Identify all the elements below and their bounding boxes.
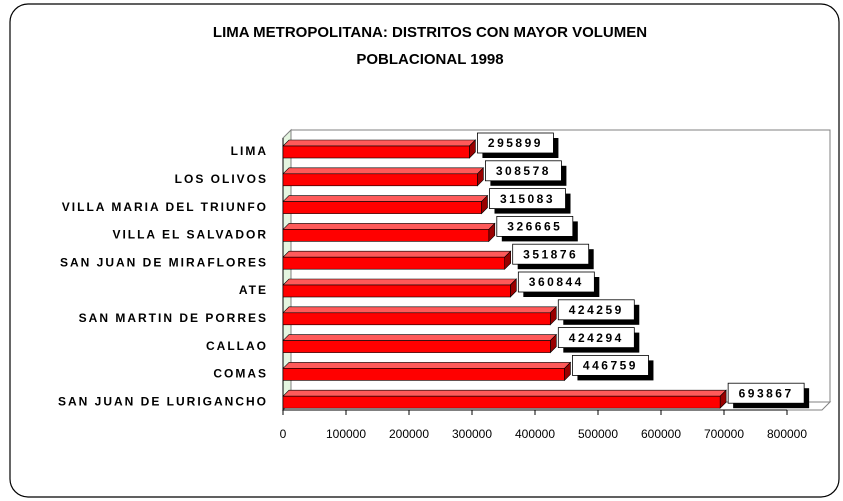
category-label: LIMA: [231, 144, 268, 158]
data-label: 351876: [523, 247, 578, 261]
x-tick-label: 800000: [767, 427, 807, 441]
x-tick-label: 400000: [515, 427, 555, 441]
data-label: 446759: [583, 359, 638, 373]
x-tick-label: 500000: [578, 427, 618, 441]
data-label-box: [557, 299, 635, 321]
data-label: 308578: [496, 164, 551, 178]
category-label: SAN JUAN DE LURIGANCHO: [58, 394, 268, 408]
bar: [282, 389, 727, 409]
category-label: VILLA MARIA DEL TRIUNFO: [62, 200, 268, 214]
data-label-box: [557, 327, 635, 349]
bar: [282, 250, 512, 270]
data-label-box: [477, 132, 554, 154]
data-label-box: [496, 215, 574, 237]
bar: [282, 306, 558, 326]
data-label: 315083: [500, 192, 555, 206]
category-label: LOS OLIVOS: [175, 172, 268, 186]
category-label: SAN MARTIN DE PORRES: [79, 311, 268, 325]
data-label-box: [485, 160, 562, 182]
bar-face: [282, 389, 727, 397]
x-tick-label: 200000: [389, 427, 429, 441]
x-tick-label: 300000: [452, 427, 492, 441]
data-label: 295899: [488, 136, 543, 150]
bar-face: [282, 139, 477, 147]
data-label: 360844: [529, 275, 584, 289]
data-label-box: [489, 188, 566, 210]
data-label: 424294: [569, 331, 624, 345]
bar-face: [282, 256, 505, 270]
category-label: ATE: [239, 283, 268, 297]
data-label-box: [517, 271, 595, 293]
category-label: SAN JUAN DE MIRAFLORES: [60, 255, 268, 269]
category-label: COMAS: [213, 367, 268, 381]
bar-face: [282, 145, 470, 159]
x-tick-label: 600000: [641, 427, 681, 441]
bar-face: [282, 229, 490, 242]
x-tick-label: 0: [280, 427, 287, 441]
category-label: CALLAO: [206, 339, 268, 353]
data-label-box: [512, 243, 590, 265]
bar-face: [282, 278, 518, 286]
bar: [282, 139, 477, 159]
bar: [282, 361, 572, 382]
x-tick-label: 100000: [326, 427, 366, 441]
data-label-box: [572, 354, 649, 376]
bar: [282, 333, 558, 354]
bar-face: [282, 312, 551, 326]
category-label: VILLA EL SALVADOR: [112, 228, 268, 242]
bar: [282, 278, 518, 298]
bar-face: [282, 250, 512, 258]
bar: [282, 194, 489, 215]
bar-face: [282, 195, 489, 202]
bar-face: [282, 340, 551, 353]
bar-face: [282, 284, 511, 298]
bar-face: [282, 223, 496, 230]
bar: [282, 167, 485, 187]
bar-face: [282, 306, 558, 314]
bar-face: [282, 395, 721, 409]
bar-face: [282, 173, 478, 187]
data-label-box: [727, 382, 805, 404]
bar-face: [282, 167, 485, 175]
data-label: 693867: [739, 386, 794, 400]
data-label: 326665: [507, 220, 562, 234]
bar-face: [282, 334, 558, 341]
bar-face: [282, 362, 572, 369]
data-label: 424259: [569, 303, 624, 317]
x-tick-label: 700000: [704, 427, 744, 441]
bar: [282, 222, 496, 243]
bar-face: [282, 201, 482, 214]
bar-face: [282, 368, 565, 381]
